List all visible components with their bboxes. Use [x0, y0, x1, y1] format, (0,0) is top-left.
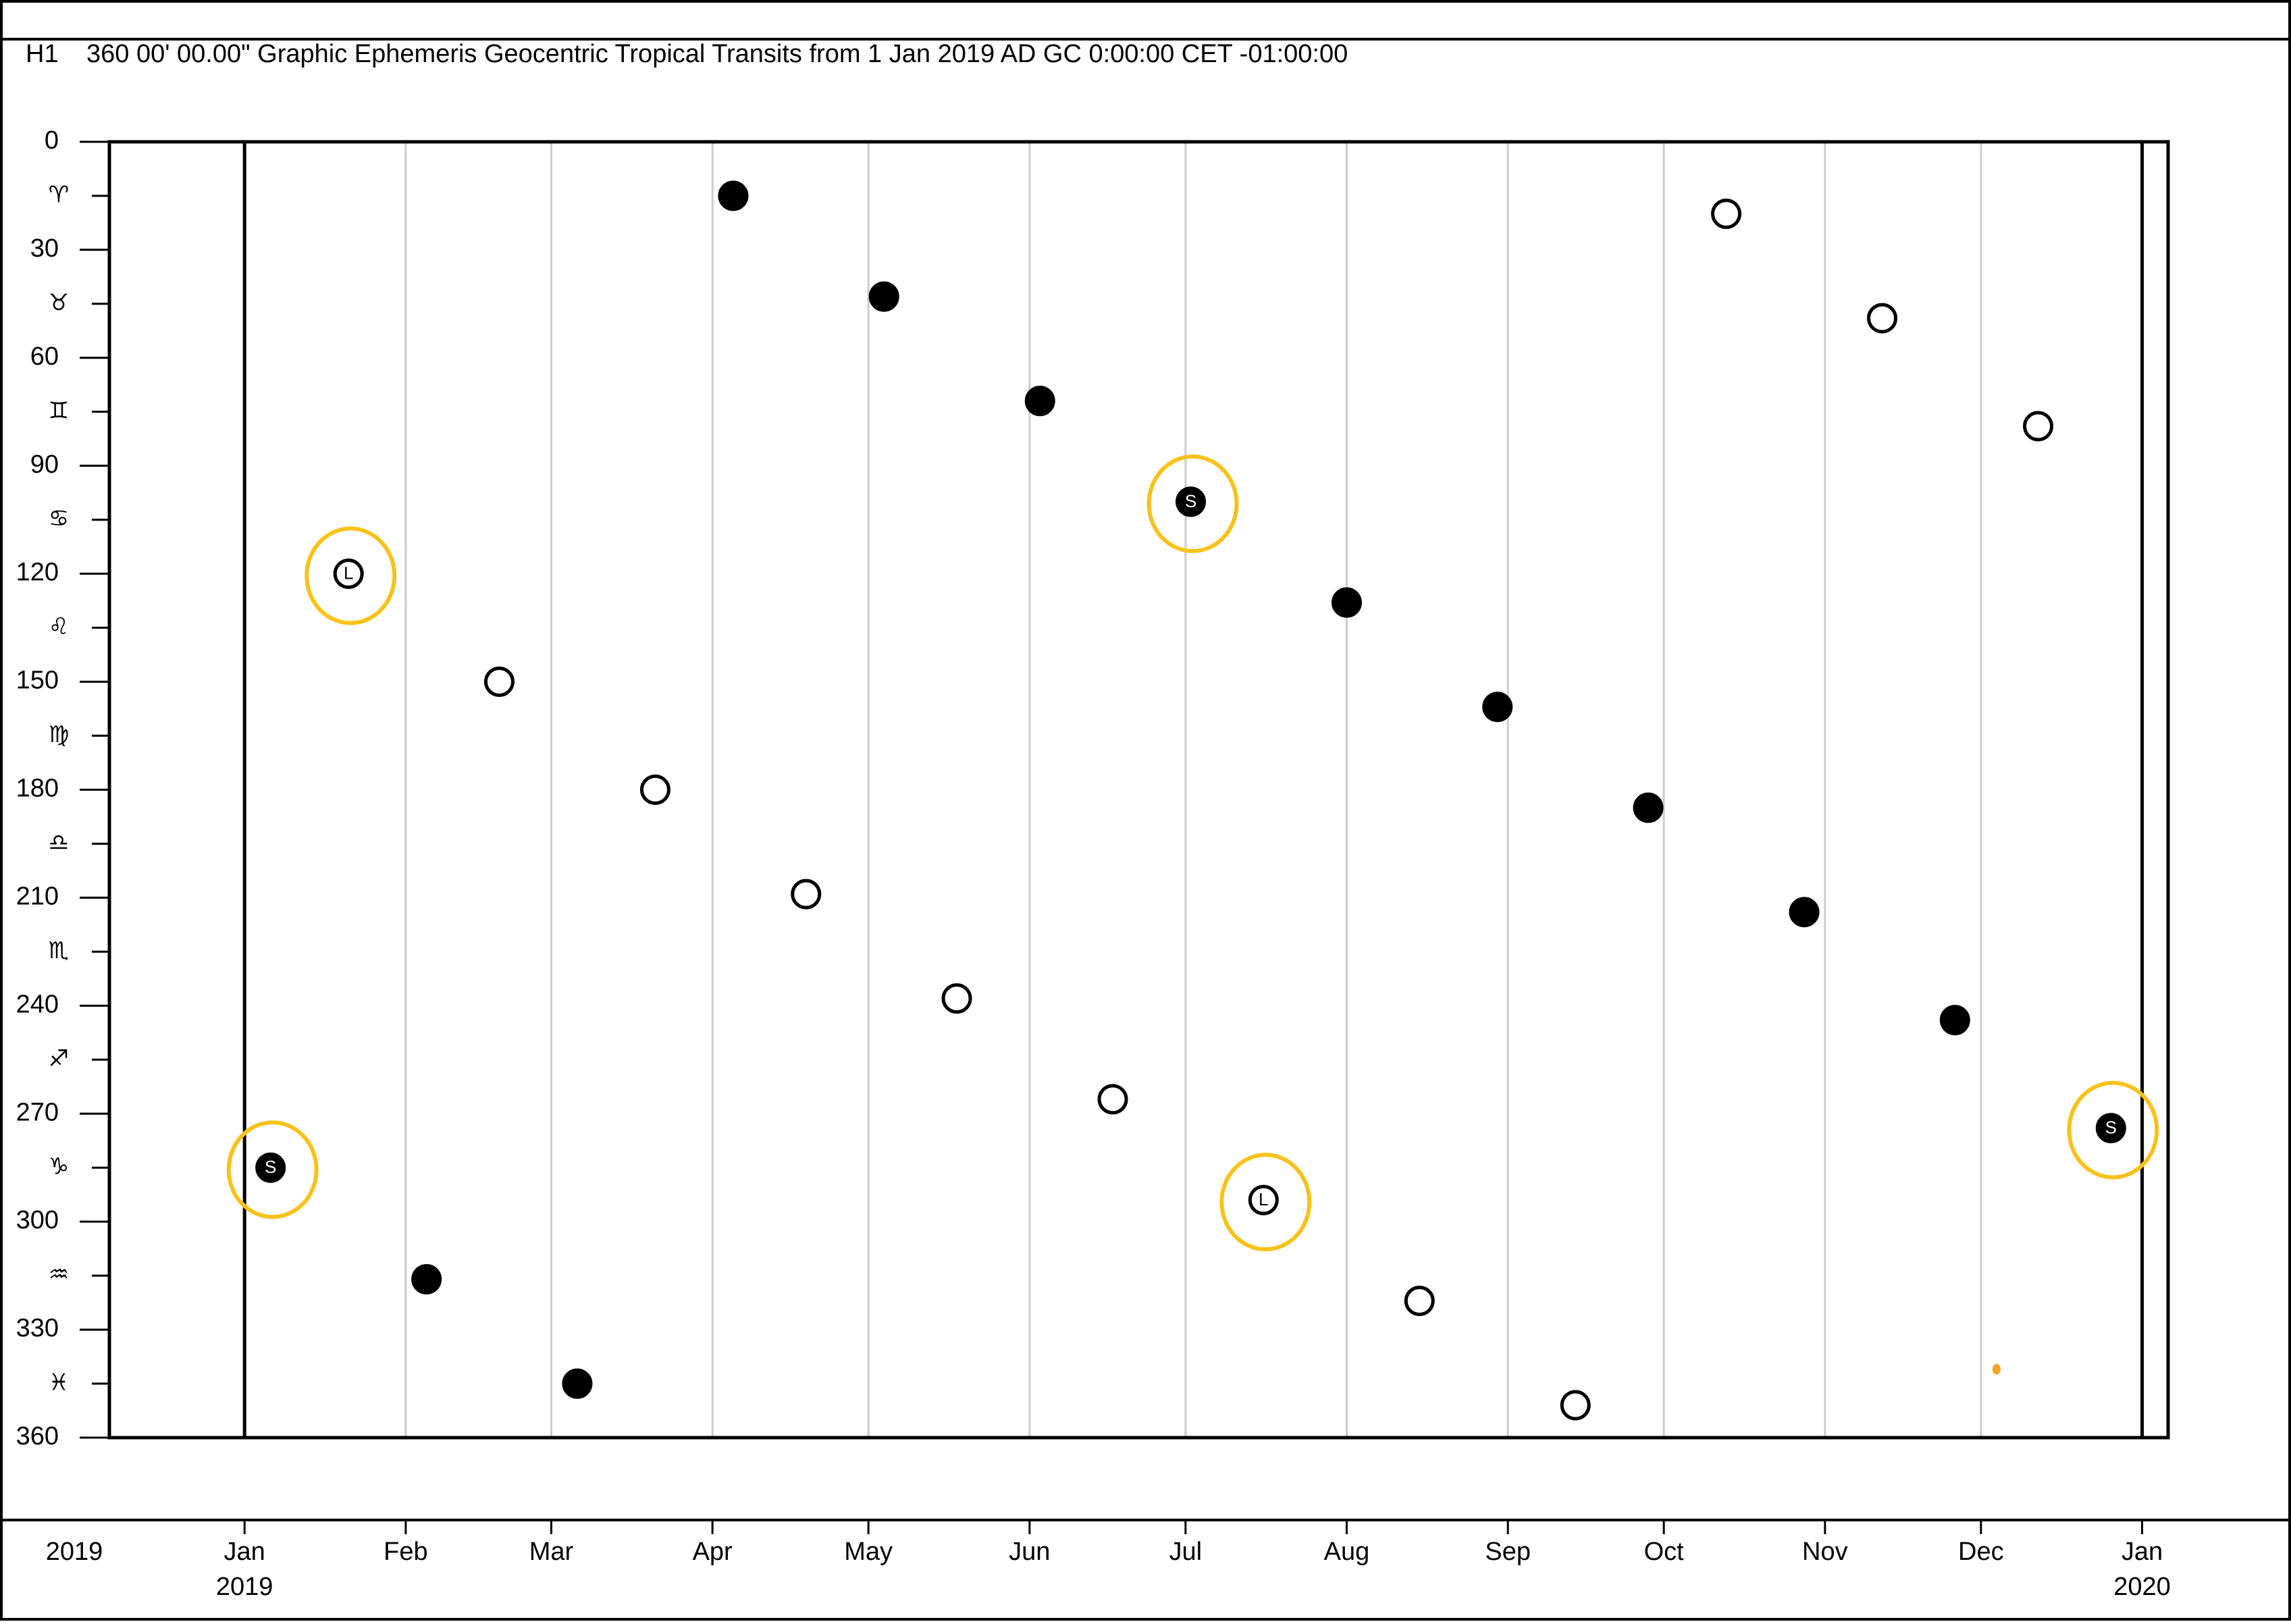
x-tick-label: Apr	[693, 1538, 733, 1566]
chart-id: H1	[26, 40, 59, 68]
y-tick-label: 330	[16, 1314, 59, 1342]
y-tick-label: 240	[16, 990, 59, 1018]
point-label: L	[1259, 1189, 1268, 1209]
highlight-ring	[2067, 1080, 2159, 1180]
x-tick-label: Oct	[1644, 1538, 1685, 1566]
sign-tick-label: ♌	[49, 613, 69, 640]
point	[255, 1152, 286, 1183]
sign-tick-label: ♈	[49, 181, 69, 208]
point	[1024, 386, 1055, 417]
y-tick-label: 180	[16, 775, 59, 803]
year-label: 2019	[216, 1573, 273, 1601]
sign-tick-label: ♊	[49, 397, 69, 424]
y-tick-label: 120	[16, 558, 59, 587]
x-tick-label: Jul	[1169, 1538, 1203, 1566]
x-axis-label: 2019	[46, 1538, 103, 1566]
point	[1711, 199, 1742, 230]
sign-tick-label: ♐	[49, 1045, 69, 1072]
plot-frame	[107, 140, 2170, 1440]
point	[1097, 1084, 1128, 1115]
point	[639, 775, 670, 805]
point	[718, 180, 749, 211]
marks: S S S L L	[226, 180, 2159, 1421]
point	[1175, 486, 1206, 517]
year-label: 2020	[2113, 1573, 2171, 1601]
point	[562, 1368, 593, 1399]
highlight-ring	[1219, 1153, 1312, 1252]
y-tick-label: 210	[16, 882, 59, 910]
sign-tick-label: ♋	[49, 505, 69, 532]
y-tick-label: 60	[30, 342, 59, 371]
x-tick-label: Mar	[529, 1538, 574, 1566]
x-tick-label: Dec	[1958, 1538, 2004, 1566]
point	[941, 983, 972, 1014]
point	[1482, 691, 1513, 723]
y-tick-label: 270	[16, 1098, 59, 1126]
y-tick-label: 360	[16, 1422, 59, 1450]
point	[1248, 1184, 1279, 1215]
x-tick-label: May	[844, 1538, 893, 1566]
x-tick-label: Sep	[1485, 1538, 1531, 1566]
sign-tick-label: ♒	[49, 1261, 69, 1288]
x-tick-label: Jan	[224, 1538, 265, 1566]
point	[1789, 897, 1820, 928]
point	[1404, 1285, 1435, 1316]
point	[868, 281, 899, 312]
y-tick-label: 150	[16, 666, 59, 695]
grid	[80, 140, 2144, 1534]
x-tick-label: Feb	[384, 1538, 427, 1566]
point-label: S	[1185, 491, 1196, 511]
chart-title: 360 00' 00.00" Graphic Ephemeris Geocent…	[86, 40, 1348, 68]
sign-tick-label: ♎	[49, 829, 69, 856]
sign-tick-label: ♍	[49, 721, 69, 748]
point	[2095, 1113, 2126, 1144]
x-tick-label: Aug	[1324, 1538, 1370, 1566]
highlight-ring	[305, 526, 397, 625]
highlight-ring	[1147, 454, 1239, 554]
point	[1560, 1390, 1591, 1421]
point	[1992, 1363, 2001, 1375]
y-tick-label: 300	[16, 1206, 59, 1234]
sign-tick-label: ♓	[49, 1369, 69, 1396]
point	[2023, 411, 2054, 442]
point	[1939, 1005, 1970, 1036]
y-tick-label: 90	[30, 450, 59, 479]
sign-tick-label: ♉	[49, 289, 69, 316]
point	[1633, 792, 1664, 823]
x-tick-label: Jun	[1009, 1538, 1050, 1566]
point	[791, 879, 822, 910]
x-tick-label: Jan	[2122, 1538, 2163, 1566]
point-label: L	[344, 563, 353, 583]
sign-tick-label: ♏	[49, 937, 69, 964]
x-tick-label: Nov	[1802, 1538, 1848, 1566]
point	[483, 666, 515, 698]
point-label: S	[265, 1157, 276, 1177]
point	[333, 558, 364, 590]
sign-tick-label: ♑	[49, 1153, 69, 1180]
point	[1331, 587, 1362, 618]
highlight-ring	[226, 1120, 319, 1220]
y-tick-label: 30	[30, 234, 59, 263]
point	[1867, 303, 1898, 334]
point	[411, 1263, 442, 1294]
point-label: S	[2105, 1117, 2117, 1137]
y-tick-label: 0	[45, 126, 59, 155]
